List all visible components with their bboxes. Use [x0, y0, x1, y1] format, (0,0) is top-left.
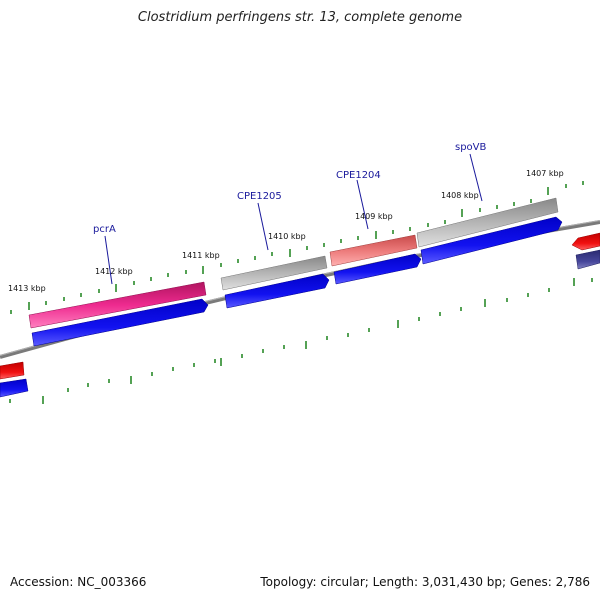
tick-label: 1408 kbp [441, 191, 479, 200]
gene-left-red[interactable] [0, 361, 25, 380]
tick-labels: 1413 kbp 1412 kbp 1411 kbp 1410 kbp 1409… [8, 169, 564, 293]
tick-label: 1410 kbp [268, 232, 306, 241]
outer-ticks [10, 181, 584, 314]
tick-label: 1413 kbp [8, 284, 46, 293]
gene-pcrA[interactable] [28, 281, 207, 329]
cds-right-navy[interactable] [575, 249, 600, 270]
cds-CPE1205[interactable] [224, 273, 330, 309]
cds-CPE1204[interactable] [333, 253, 422, 285]
gene-label-spoVB[interactable]: spoVB [455, 142, 487, 153]
tick-label: 1407 kbp [526, 169, 564, 178]
tick-label: 1411 kbp [182, 251, 220, 260]
gene-CPE1204[interactable] [329, 234, 418, 267]
gene-label-CPE1204[interactable]: CPE1204 [336, 170, 381, 181]
gene-label-lines [104, 153, 483, 285]
map-title: Clostridium perfringens str. 13, complet… [137, 10, 463, 25]
gene-labels: pcrA CPE1205 CPE1204 spoVB [93, 142, 487, 235]
accession-text: Accession: NC_003366 [10, 575, 147, 589]
gene-label-pcrA[interactable]: pcrA [93, 224, 116, 235]
cds-features [0, 216, 600, 398]
cds-left-blue[interactable] [0, 378, 29, 398]
gene-spoVB[interactable] [416, 197, 559, 248]
gene-CPE1205[interactable] [220, 255, 328, 291]
gene-features [0, 197, 600, 380]
topology-text: Topology: circular; Length: 3,031,430 bp… [260, 575, 590, 589]
gene-right-red[interactable] [571, 232, 600, 251]
tick-label: 1409 kbp [355, 212, 393, 221]
inner-ticks [9, 278, 593, 404]
cds-pcrA[interactable] [31, 298, 209, 347]
tick-label: 1412 kbp [95, 267, 133, 276]
cds-spoVB[interactable] [420, 216, 563, 265]
gene-label-CPE1205[interactable]: CPE1205 [237, 191, 282, 202]
